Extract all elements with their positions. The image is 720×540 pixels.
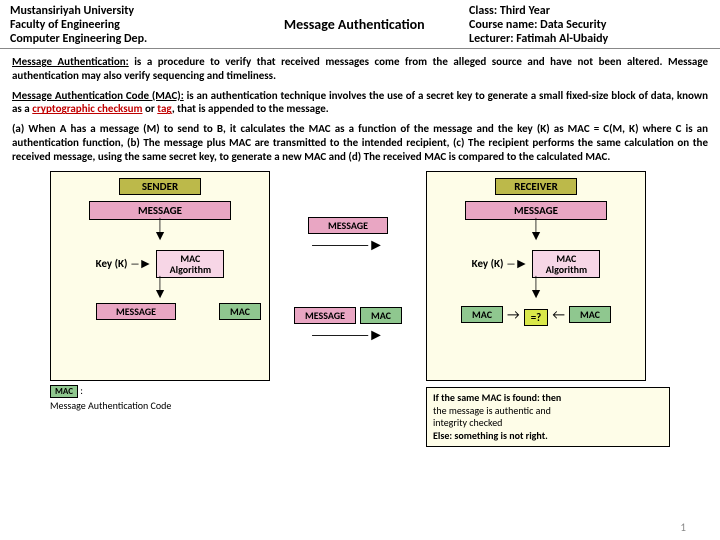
lead-mac: Message Authentication Code (MAC): bbox=[12, 89, 184, 102]
cc-term: cryptographic checksum bbox=[32, 102, 142, 115]
receiver-mac-calc: MAC bbox=[569, 306, 611, 323]
header-left: Mustansiriyah University Faculty of Engi… bbox=[10, 4, 240, 46]
lead-msg-auth: Message Authentication: bbox=[12, 55, 129, 68]
mid-msg-small: MESSAGE bbox=[294, 307, 356, 324]
result-if: If the same MAC is found: then bbox=[433, 391, 561, 404]
sender-key-label: Key (K) bbox=[96, 257, 128, 270]
department-name: Computer Engineering Dep. bbox=[10, 32, 240, 46]
mac-diagram: SENDER MESSAGE │▼ Key (K) ─► MAC Algorit… bbox=[0, 171, 720, 447]
paragraph-mac: Message Authentication Code (MAC): is an… bbox=[12, 89, 708, 117]
paragraph-steps: (a) When A has a message (M) to send to … bbox=[12, 122, 708, 163]
mid-mac-box: MAC bbox=[360, 307, 402, 324]
receiver-role-label: RECEIVER bbox=[495, 178, 577, 195]
faculty-name: Faculty of Engineering bbox=[10, 18, 240, 32]
arrow-down-icon: │▼ bbox=[435, 277, 637, 299]
document-header: Mustansiriyah University Faculty of Engi… bbox=[0, 0, 720, 49]
sender-algo-box: MAC Algorithm bbox=[156, 250, 224, 278]
paragraph-msg-auth: Message Authentication: is a procedure t… bbox=[12, 55, 708, 83]
mac-badge: MAC bbox=[50, 385, 78, 398]
lecturer-name: Lecturer: Fatimah Al-Ubaidy bbox=[469, 32, 710, 46]
receiver-key-label: Key (K) bbox=[472, 257, 504, 270]
arrow-down-icon: │▼ bbox=[59, 219, 261, 241]
receiver-compare-row: MAC → =? ← MAC bbox=[435, 303, 637, 326]
sender-output-row: MESSAGE MAC bbox=[59, 303, 261, 320]
arrow-right-icon: ─► bbox=[507, 257, 528, 271]
receiver-column: RECEIVER MESSAGE │▼ Key (K) ─► MAC Algor… bbox=[426, 171, 670, 447]
class-year: Class: Third Year bbox=[469, 4, 710, 18]
page-number: 1 bbox=[680, 521, 686, 534]
sender-msg-small: MESSAGE bbox=[96, 303, 176, 320]
mid-msg-box: MESSAGE bbox=[308, 217, 388, 234]
mid-mac-row: MESSAGE MAC bbox=[294, 307, 402, 324]
seg2-mac: , that is appended to the message. bbox=[172, 102, 329, 115]
univ-name: Mustansiriyah University bbox=[10, 4, 240, 18]
arrow-right-icon: → bbox=[507, 308, 520, 322]
or-text: or bbox=[142, 102, 157, 115]
mac-legend: MAC : Message Authentication Code bbox=[50, 385, 270, 412]
result-else: Else: something is not right. bbox=[433, 430, 663, 443]
arrow-down-icon: │▼ bbox=[59, 277, 261, 299]
receiver-mac-recv: MAC bbox=[461, 306, 503, 323]
arrow-right-icon: ─► bbox=[131, 257, 152, 271]
body-text: Message Authentication: is a procedure t… bbox=[0, 49, 720, 171]
sender-mac-box: MAC bbox=[219, 303, 261, 320]
course-name: Course name: Data Security bbox=[469, 18, 710, 32]
sender-role-label: SENDER bbox=[119, 178, 201, 195]
arrow-right-icon: ───────► bbox=[312, 236, 384, 255]
receiver-algo-box: MAC Algorithm bbox=[532, 250, 600, 278]
tag-term: tag bbox=[157, 102, 172, 115]
mac-full-name: Message Authentication Code bbox=[50, 400, 270, 412]
middle-column: MESSAGE ───────► MESSAGE MAC ───────► bbox=[288, 171, 408, 347]
mac-colon: : bbox=[80, 384, 83, 397]
sender-panel: SENDER MESSAGE │▼ Key (K) ─► MAC Algorit… bbox=[50, 171, 270, 381]
sender-column: SENDER MESSAGE │▼ Key (K) ─► MAC Algorit… bbox=[50, 171, 270, 412]
arrow-down-icon: │▼ bbox=[435, 219, 637, 241]
header-right: Class: Third Year Course name: Data Secu… bbox=[469, 4, 710, 46]
receiver-panel: RECEIVER MESSAGE │▼ Key (K) ─► MAC Algor… bbox=[426, 171, 646, 381]
arrow-right-icon: ───────► bbox=[312, 326, 384, 345]
result-box: If the same MAC is found: then the messa… bbox=[426, 387, 670, 447]
arrow-left-icon: ← bbox=[552, 308, 565, 322]
compare-box: =? bbox=[524, 309, 549, 326]
header-title: Message Authentication bbox=[240, 4, 470, 46]
result-then2: integrity checked bbox=[433, 417, 663, 430]
